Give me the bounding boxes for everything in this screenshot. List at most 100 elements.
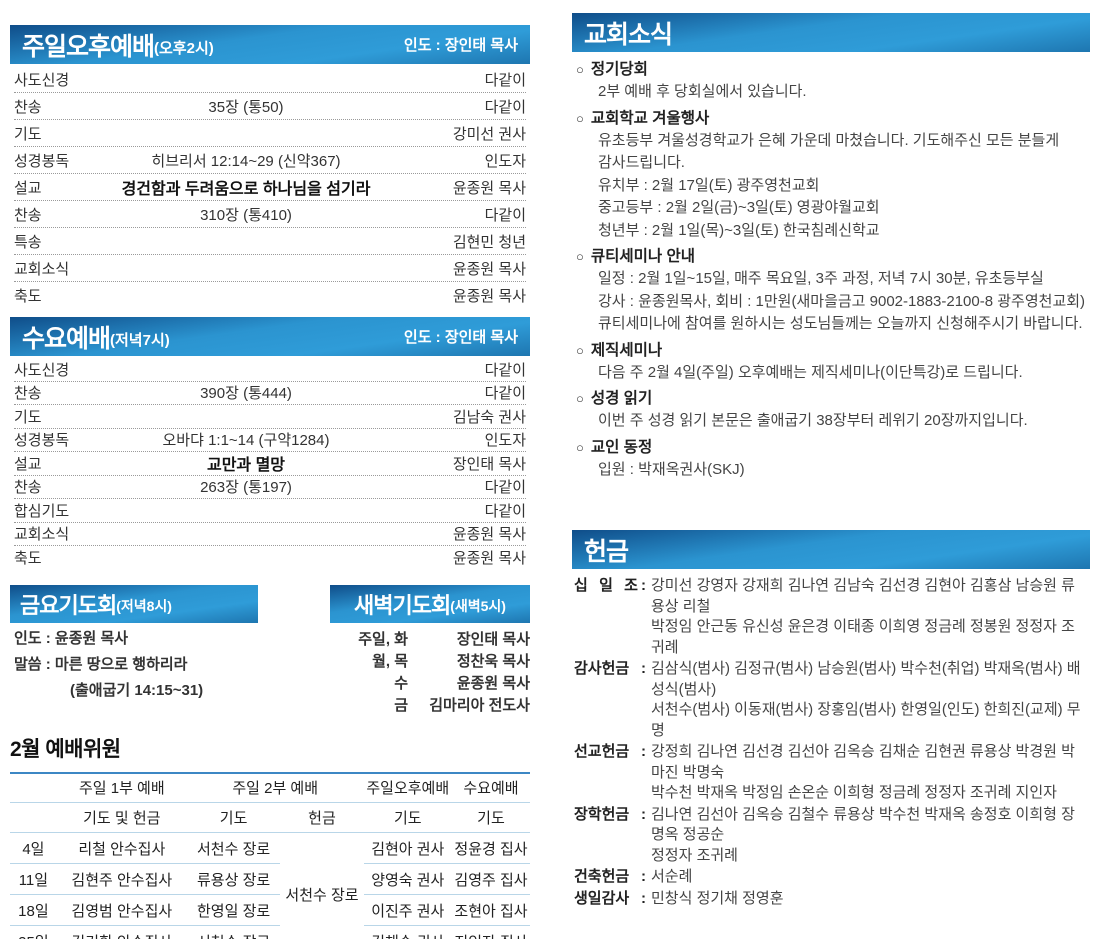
offering-colon: : [641, 743, 646, 760]
cell-second-offering-all: 서천수 장로 [280, 832, 364, 939]
worship-committee-title: 2월 예배위원 [10, 737, 121, 761]
news-heading-text: 교회학교 겨울행사 [590, 109, 710, 127]
committee-data-row: 18일 김영범 안수집사 한영일 장로 이진주 권사 조현아 집사 [10, 894, 530, 926]
news-heading-text: 제직세미나 [590, 341, 663, 359]
header-cell-empty [10, 772, 57, 803]
section-offering: 헌금 십 일 조: 강미선 강영자 강재희 김나연 김남숙 김선경 김현아 김홍… [572, 530, 1090, 909]
section-title: 수요예배 [22, 324, 111, 353]
worship-order-row: 교회소식 윤종원 목사 [14, 255, 526, 282]
order-person: 김남숙 권사 [452, 408, 526, 426]
dawn-person: 정찬욱 목사 [456, 652, 530, 670]
order-label: 특송 [14, 233, 42, 251]
order-label: 성경봉독 [14, 152, 70, 170]
worship-order-row: 찬송 35장 (통50) 다같이 [14, 93, 526, 120]
news-line: 청년부 : 2월 1일(목)~3일(토) 한국침례신학교 [598, 221, 880, 239]
worship-order-list: 사도신경 다같이 찬송 35장 (통50) 다같이 기도 강미선 권사 성경봉독 히브리서… [10, 66, 530, 309]
dawn-person: 장인태 목사 [456, 630, 530, 648]
dawn-schedule-row: 금 김마리아 전도사 [330, 695, 530, 717]
section-header-offering: 헌금 [572, 530, 1090, 569]
worship-order-row: 성경봉독 오바댜 1:1~14 (구약1284) 인도자 [14, 429, 526, 452]
offering-colon: : [641, 868, 646, 885]
offering-names: 강정희 김나연 김선경 김선아 김옥승 김채순 김현권 류용상 박경원 박마진 … [651, 742, 1088, 804]
sermon-title: 경건함과 두려움으로 하나님을 섬기라 [121, 181, 371, 198]
cell-day: 18일 [10, 894, 57, 926]
order-label: 축도 [14, 550, 42, 568]
section-title: 주일오후예배 [22, 32, 155, 61]
cell-second-prayer: 서천수 장로 [186, 925, 281, 939]
order-label: 교회소식 [14, 260, 70, 278]
circle-bullet-icon: ○ [576, 249, 584, 264]
offering-names-line: 서천수(범사) 이동재(범사) 장홍임(범사) 한영일(인도) 한희진(교제) … [651, 701, 1081, 739]
cell-afternoon: 양영숙 권사 [363, 863, 452, 895]
subheader-cell: 기도 [186, 802, 281, 833]
section-title: 금요기도회 [20, 592, 117, 618]
sermon-title: 교만과 멸망 [206, 457, 286, 475]
news-line: 큐티세미나에 참여를 원하시는 성도님들께는 오늘까지 신청해주시기 바랍니다. [598, 315, 1083, 332]
offering-colon: : [641, 577, 646, 594]
news-heading-text: 정기당회 [590, 61, 648, 78]
cell-second-prayer: 한영일 장로 [186, 894, 281, 926]
section-time: (저녁8시) [116, 598, 172, 614]
cell-first: 김현주 안수집사 [56, 863, 187, 895]
offering-names-line: 민창식 정기채 정영훈 [651, 889, 784, 907]
cell-afternoon: 김현아 권사 [363, 832, 452, 864]
worship-order-row: 합심기도 다같이 [14, 499, 526, 523]
section-header-friday-prayer: 금요기도회 (저녁8시) [10, 584, 258, 623]
order-label: 찬송 [14, 206, 42, 224]
section-friday-prayer: 금요기도회 (저녁8시) 인도 : 윤종원 목사 말씀 : 마른 땅으로 행하리… [10, 584, 258, 717]
section-wednesday-worship: 수요예배 (저녁7시) 인도 : 장인태 목사 사도신경 다같이 찬송 390장 (… [10, 317, 530, 570]
offering-colon: : [641, 889, 646, 907]
news-line: 감사드립니다. [598, 154, 685, 171]
dawn-schedule-row: 주일, 화 장인태 목사 [330, 629, 530, 651]
news-heading: ○ 교인 동정 [574, 437, 1088, 459]
order-person: 윤종원 목사 [452, 288, 526, 305]
committee-header-row: 주일 1부 예배 주일 2부 예배 주일오후예배 수요예배 [10, 772, 530, 803]
worship-order-row: 축도 윤종원 목사 [14, 282, 526, 309]
circle-bullet-icon: ○ [576, 342, 584, 358]
friday-message-line: 말씀 : 마른 땅으로 행하리라 [14, 655, 188, 673]
section-dawn-prayer: 새벽기도회 (새벽5시) 주일, 화 장인태 목사 월, 목 정찬욱 목사 수 윤종원… [330, 584, 530, 717]
offering-entry: 장학헌금: 김나연 김선아 김옥승 김철수 류용상 박수천 박재옥 송정호 이희… [574, 805, 1088, 867]
news-item: ○ 교회학교 겨울행사 유초등부 겨울성경학교가 은혜 가운데 마쳤습니다. 기도… [574, 108, 1088, 243]
news-line: 다음 주 2월 4일(주일) 오후예배는 제직세미나(이단특강)로 드립니다. [598, 363, 1023, 381]
worship-order-row: 특송 김현민 청년 [14, 228, 526, 255]
order-person: 강미선 권사 [452, 125, 526, 143]
order-person: 김현민 청년 [452, 233, 526, 251]
order-person: 다같이 [484, 206, 526, 224]
friday-scripture-line: (출애굽기 14:15~31) [70, 681, 204, 699]
circle-bullet-icon: ○ [576, 62, 584, 77]
offering-names-line: 강정희 김나연 김선경 김선아 김옥승 김채순 김현권 류용상 박경원 박마진 … [651, 743, 1075, 781]
dawn-schedule-row: 수 윤종원 목사 [330, 673, 530, 695]
offering-names-line: 김삼식(범사) 김정규(범사) 남승원(범사) 박수천(취업) 박재옥(범사) … [651, 660, 1081, 698]
left-column: 주일오후예배 (오후2시) 인도 : 장인태 목사 사도신경 다같이 찬송 35장 … [10, 0, 530, 939]
offering-colon: : [641, 660, 646, 677]
dawn-days: 월, 목 [372, 652, 408, 670]
section-church-news: 교회소식 ○ 정기당회 2부 예배 후 당회실에서 있습니다. ○ 교회학교 겨울행… [572, 13, 1090, 481]
header-cell-second-service: 주일 2부 예배 [186, 772, 364, 803]
order-person: 다같이 [484, 71, 526, 89]
worship-committee-table: 주일 1부 예배 주일 2부 예배 주일오후예배 수요예배 기도 및 헌금 기도… [10, 771, 530, 939]
section-header-sunday-afternoon: 주일오후예배 (오후2시) 인도 : 장인태 목사 [10, 25, 530, 64]
news-heading: ○ 성경 읽기 [574, 388, 1088, 410]
worship-order-row: 사도신경 다같이 [14, 66, 526, 93]
cell-day: 25일 [10, 925, 57, 939]
offering-colon: : [641, 805, 646, 823]
subheader-cell: 기도 및 헌금 [56, 802, 187, 833]
order-label: 성경봉독 [14, 432, 70, 450]
section-time: (저녁7시) [110, 332, 170, 349]
committee-data-row: 25일 김기환 안수집사 서천수 장로 김채순 권사 지인자 집사 [10, 925, 530, 939]
order-person: 윤종원 목사 [452, 260, 526, 278]
order-person: 다같이 [484, 479, 526, 497]
committee-data-row: 11일 김현주 안수집사 류용상 장로 양영숙 권사 김영주 집사 [10, 863, 530, 895]
worship-order-row: 교회소식 윤종원 목사 [14, 523, 526, 546]
order-label: 찬송 [14, 385, 42, 403]
header-cell-wednesday-service: 수요예배 [451, 772, 530, 803]
news-line: 입원 : 박재옥권사(SKJ) [598, 460, 745, 478]
section-title: 교회소식 [584, 20, 673, 49]
offering-names-line: 서순례 [651, 868, 693, 885]
worship-order-row: 축도 윤종원 목사 [14, 546, 526, 570]
section-sunday-afternoon-worship: 주일오후예배 (오후2시) 인도 : 장인태 목사 사도신경 다같이 찬송 35장 … [10, 25, 530, 309]
dawn-schedule-row: 월, 목 정찬욱 목사 [330, 651, 530, 673]
section-time: (오후2시) [154, 40, 214, 57]
news-line: 유치부 : 2월 17일(토) 광주영천교회 [598, 176, 820, 194]
